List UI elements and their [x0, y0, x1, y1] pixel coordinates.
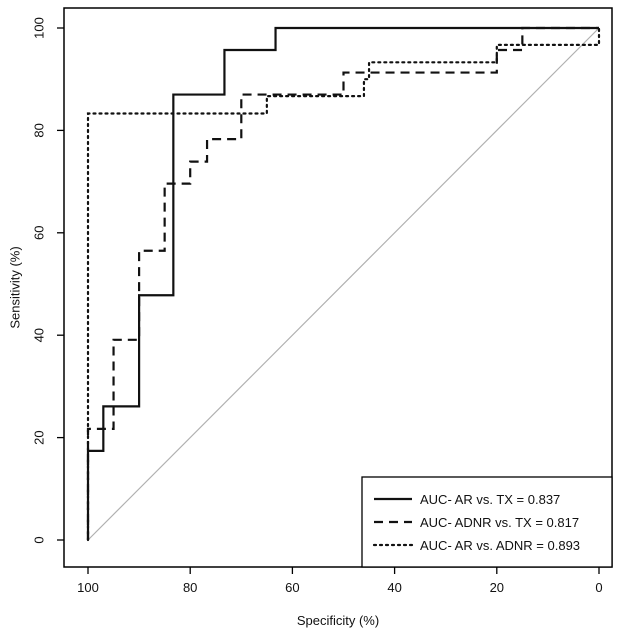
roc-curve-dotted — [86, 26, 601, 542]
reference-diagonal-layer — [87, 27, 600, 541]
roc-curve-dashed — [86, 26, 599, 540]
series-layer — [86, 26, 601, 542]
plot-frame — [63, 7, 613, 568]
y-tick-label: 60 — [31, 226, 46, 240]
legend-box — [361, 476, 613, 568]
legend: AUC- AR vs. TX = 0.837 AUC- ADNR vs. TX =… — [361, 476, 613, 568]
legend-label: AUC- ADNR vs. TX = 0.817 — [420, 515, 579, 530]
x-tick-label: 100 — [77, 580, 99, 595]
x-tick-label: 80 — [183, 580, 197, 595]
roc-curve-solid — [86, 26, 599, 540]
y-tick-label: 20 — [31, 430, 46, 444]
y-axis-title: Sensitivity (%) — [7, 246, 22, 328]
legend-label: AUC- AR vs. ADNR = 0.893 — [420, 538, 580, 553]
x-tick-label: 40 — [387, 580, 401, 595]
x-axis-title: Specificity (%) — [297, 613, 379, 628]
y-tick-label: 80 — [31, 123, 46, 137]
x-tick-label: 60 — [285, 580, 299, 595]
x-tick-label: 20 — [490, 580, 504, 595]
x-tick-label: 0 — [595, 580, 602, 595]
y-tick-label: 40 — [31, 328, 46, 342]
y-tick-label: 100 — [31, 17, 46, 39]
reference-diagonal-line — [87, 27, 600, 541]
x-axis: 100 80 60 40 20 0 — [77, 567, 603, 595]
y-tick-label: 0 — [31, 536, 46, 543]
legend-label: AUC- AR vs. TX = 0.837 — [420, 492, 560, 507]
y-axis: 0 20 40 60 80 100 — [31, 17, 64, 544]
